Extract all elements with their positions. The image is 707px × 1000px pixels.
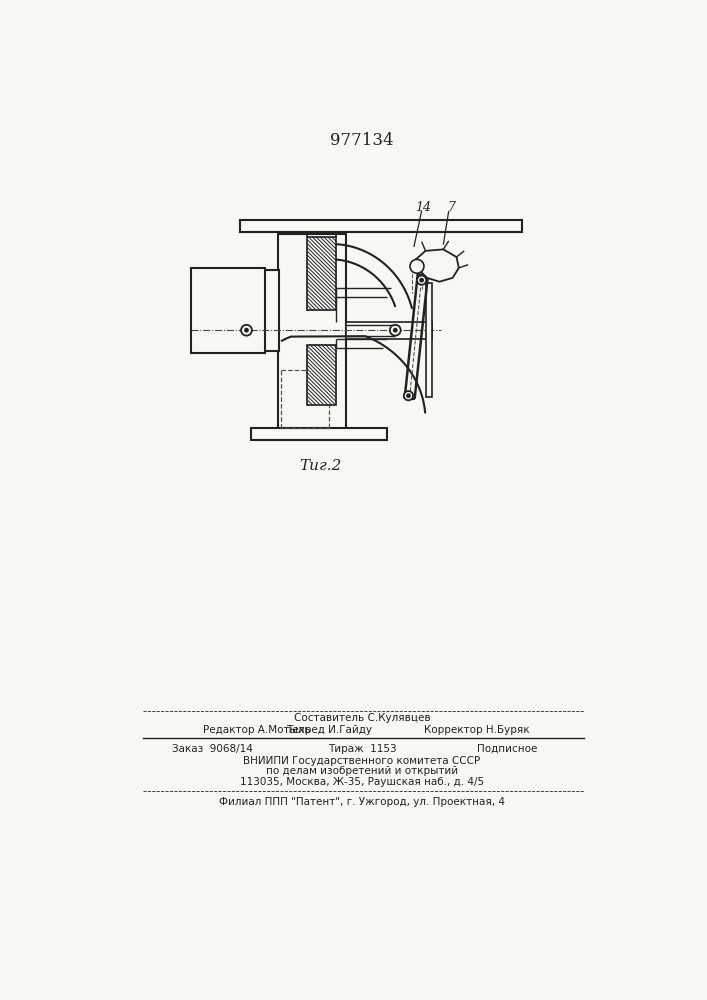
Text: Тираж  1153: Тираж 1153 [327,744,396,754]
Bar [426,283,433,397]
Circle shape [417,276,426,285]
Bar [251,428,387,440]
Text: Редактор А.Мотыль: Редактор А.Мотыль [203,725,310,735]
Bar [307,345,337,405]
Text: ВНИИПИ Государственного комитета СССР: ВНИИПИ Государственного комитета СССР [243,756,481,766]
Text: 14: 14 [415,201,431,214]
Circle shape [420,279,423,282]
Circle shape [407,394,410,397]
Text: по делам изобретений и открытий: по делам изобретений и открытий [266,766,458,776]
Circle shape [390,325,401,336]
Text: Подписное: Подписное [477,744,538,754]
Text: Составитель С.Кулявцев: Составитель С.Кулявцев [293,713,431,723]
Circle shape [394,329,397,332]
Text: Заказ  9068/14: Заказ 9068/14 [172,744,253,754]
Circle shape [404,391,413,400]
Circle shape [241,325,252,336]
Polygon shape [412,249,459,282]
Bar [307,237,337,310]
Bar [240,220,522,232]
Text: 113035, Москва, Ж-35, Раушская наб., д. 4/5: 113035, Москва, Ж-35, Раушская наб., д. … [240,777,484,787]
Bar [346,322,432,339]
Text: Корректор Н.Буряк: Корректор Н.Буряк [424,725,530,735]
Circle shape [410,259,424,273]
Circle shape [245,329,248,332]
Text: 7: 7 [447,201,455,214]
Bar [279,234,346,436]
Text: 977134: 977134 [330,132,394,149]
Bar [192,268,265,353]
Text: Филиал ППП "Патент", г. Ужгород, ул. Проектная, 4: Филиал ППП "Патент", г. Ужгород, ул. Про… [219,797,505,807]
Bar [203,270,279,351]
Text: Τиг.2: Τиг.2 [300,460,342,474]
Text: Техред И.Гайду: Техред И.Гайду [286,725,372,735]
